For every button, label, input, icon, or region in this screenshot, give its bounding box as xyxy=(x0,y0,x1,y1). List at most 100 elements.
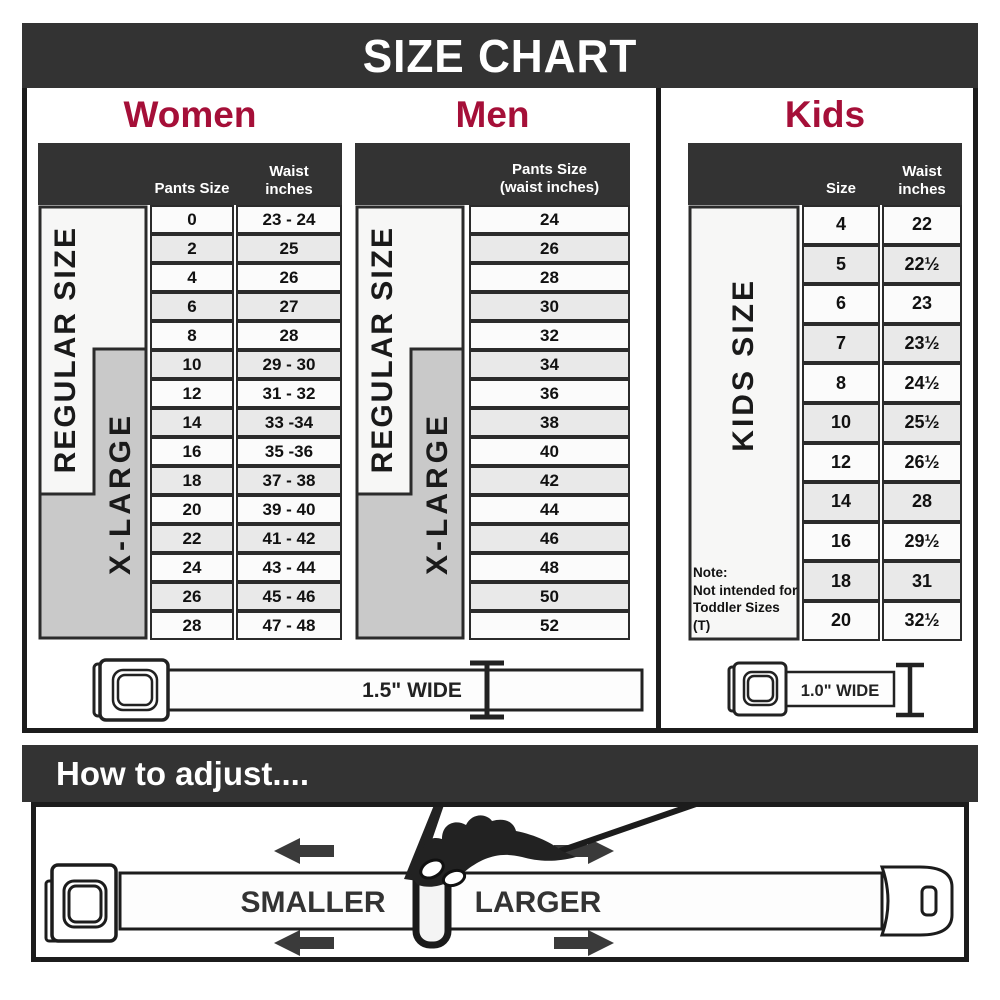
kids-size-label: KIDS SIZE xyxy=(727,278,760,452)
belt-end-slot xyxy=(920,885,938,917)
table-cell: 37 - 38 xyxy=(236,466,342,495)
how-to-adjust-bar: How to adjust.... xyxy=(22,745,978,802)
table-cell: 50 xyxy=(469,582,630,611)
table-cell: 46 xyxy=(469,524,630,553)
men-heading: Men xyxy=(455,94,530,135)
table-cell: 33 -34 xyxy=(236,408,342,437)
table-cell: 26 xyxy=(150,582,234,611)
table-cell: 6 xyxy=(150,292,234,321)
smaller-label: SMALLER xyxy=(241,886,386,919)
kids-belt-graphic: 1.0" WIDE xyxy=(727,661,924,718)
table-cell: 31 - 32 xyxy=(236,379,342,408)
adult-buckle-window-outer xyxy=(111,668,159,712)
adjust-illustration: SMALLER LARGER xyxy=(44,807,954,956)
kids-buckle-window-inner xyxy=(746,674,775,703)
table-cell: 6 xyxy=(802,284,880,324)
men-table-header: Pants Size (waist inches) xyxy=(355,143,630,205)
table-cell: 23½ xyxy=(882,323,962,364)
table-cell: 41 - 42 xyxy=(236,524,342,553)
women-waist-column: 23 - 24 25 26 27 28 29 - 30 31 - 32 33 -34 35 -3… xyxy=(236,205,342,640)
women-xlarge-label: X-LARGE xyxy=(104,412,137,575)
table-cell: 30 xyxy=(469,292,630,321)
adult-belt-width-label: 1.5" WIDE xyxy=(362,679,462,702)
table-cell: 34 xyxy=(469,350,630,379)
adult-buckle-icon xyxy=(98,658,170,722)
women-pants-size-column: 0 2 4 6 8 10 12 14 16 18 20 22 24 26 28 xyxy=(150,205,234,640)
table-cell: 23 - 24 xyxy=(236,205,342,234)
kids-table-header: Size Waist inches xyxy=(688,143,962,205)
table-cell: 24 xyxy=(150,553,234,582)
table-cell: 20 xyxy=(802,600,880,641)
table-cell: 26 xyxy=(469,234,630,263)
adjust-buckle-window-inner xyxy=(67,884,103,924)
table-cell: 18 xyxy=(150,466,234,495)
table-cell: 7 xyxy=(802,323,880,364)
pulled-strap-line xyxy=(559,807,697,854)
hand-fingertip-1 xyxy=(419,858,445,880)
adult-belt-graphic: 1.5" WIDE xyxy=(92,658,644,722)
table-cell: 32 xyxy=(469,321,630,350)
men-pants-size-column: 24 26 28 30 32 34 36 38 40 42 44 46 48 50 52 xyxy=(469,205,630,640)
table-cell: 22 xyxy=(150,524,234,553)
women-pants-size-header: Pants Size xyxy=(154,180,230,197)
table-cell: 12 xyxy=(150,379,234,408)
table-cell: 8 xyxy=(802,363,880,403)
table-cell: 10 xyxy=(150,350,234,379)
table-cell: 38 xyxy=(469,408,630,437)
larger-label: LARGER xyxy=(475,886,602,919)
men-size-bands xyxy=(355,205,465,640)
women-waist-header: Waist inches xyxy=(265,163,313,198)
table-cell: 28 xyxy=(236,321,342,350)
belt-end-tip xyxy=(879,865,954,937)
hand-palm xyxy=(410,815,576,887)
page-title: SIZE CHART xyxy=(362,29,638,82)
kids-belt-strap xyxy=(782,670,896,708)
women-table-header: Pants Size Waist inches xyxy=(38,143,342,205)
table-cell: 42 xyxy=(469,466,630,495)
kids-note: Note: Not intended for Toddler Sizes (T) xyxy=(693,564,798,634)
larger-arrow-top-icon xyxy=(554,838,614,864)
table-cell: 24 xyxy=(469,205,630,234)
adult-buckle-window-inner xyxy=(116,673,154,707)
adjust-arrows xyxy=(274,838,614,956)
kids-size-column: 4 5 6 7 8 10 12 14 16 18 20 xyxy=(802,205,880,641)
how-to-adjust-panel: SMALLER LARGER xyxy=(31,802,969,962)
table-cell: 48 xyxy=(469,553,630,582)
table-cell: 18 xyxy=(802,561,880,601)
table-cell: 52 xyxy=(469,611,630,640)
table-cell: 22 xyxy=(882,205,962,245)
table-cell: 2 xyxy=(150,234,234,263)
women-xlarge-band xyxy=(38,347,148,640)
men-xlarge-band xyxy=(355,347,465,640)
table-cell: 12 xyxy=(802,442,880,483)
table-cell: 27 xyxy=(236,292,342,321)
table-cell: 26½ xyxy=(882,442,962,483)
table-cell: 40 xyxy=(469,437,630,466)
table-cell: 28 xyxy=(469,263,630,292)
kids-size-table: Size Waist inches KIDS SIZE Note: Not in… xyxy=(688,143,962,641)
table-cell: 5 xyxy=(802,244,880,285)
table-cell: 16 xyxy=(802,521,880,562)
table-cell: 31 xyxy=(882,561,962,601)
larger-arrow-bottom-icon xyxy=(554,930,614,956)
kids-size-band xyxy=(688,205,800,641)
panel-divider xyxy=(656,88,661,733)
kids-waist-header: Waist inches xyxy=(898,163,946,198)
kids-width-ibeam-icon xyxy=(896,662,924,718)
table-cell: 36 xyxy=(469,379,630,408)
table-cell: 22½ xyxy=(882,244,962,285)
women-regular-size-label: REGULAR SIZE xyxy=(49,225,82,474)
table-cell: 29½ xyxy=(882,521,962,562)
table-cell: 28 xyxy=(150,611,234,640)
hand-index-finger xyxy=(404,807,444,881)
table-cell: 4 xyxy=(150,263,234,292)
table-cell: 10 xyxy=(802,402,880,443)
men-xlarge-label: X-LARGE xyxy=(421,412,454,575)
title-bar: SIZE CHART xyxy=(22,23,978,88)
table-cell: 25 xyxy=(236,234,342,263)
adjust-buckle-window-outer xyxy=(62,879,108,929)
how-to-adjust-heading: How to adjust.... xyxy=(56,754,309,792)
kids-heading: Kids xyxy=(784,94,866,135)
table-cell: 45 - 46 xyxy=(236,582,342,611)
